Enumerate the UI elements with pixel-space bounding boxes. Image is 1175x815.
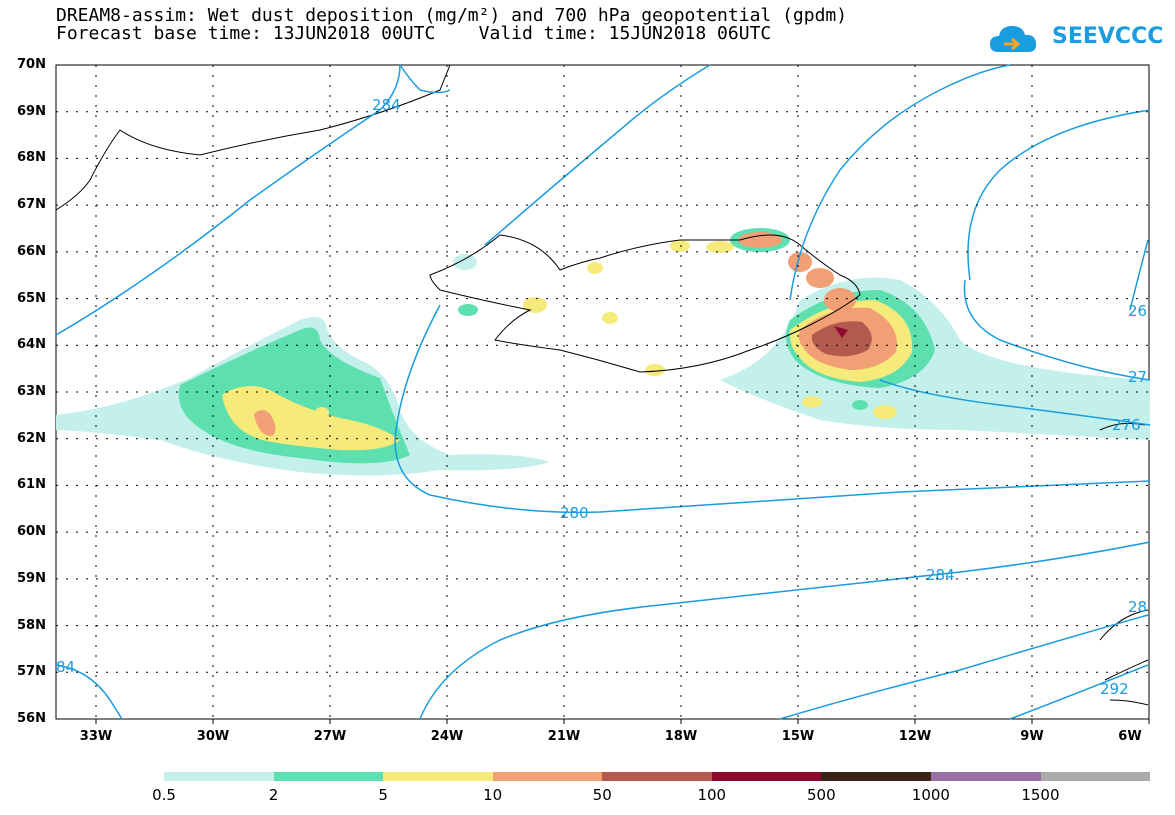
contour-label-27: 27 <box>1128 368 1147 386</box>
lon-label: 27W <box>313 729 347 744</box>
lat-label: 67N <box>17 197 46 213</box>
lat-label: 60N <box>17 524 46 540</box>
colorbar-swatch <box>1040 772 1151 781</box>
contour-label-276: 276 <box>1112 416 1141 434</box>
colorbar <box>164 772 1151 781</box>
lat-label: 68N <box>17 150 46 166</box>
seevccc-logo <box>990 26 1037 52</box>
lon-label: 15W <box>781 729 815 744</box>
colorbar-label: 1500 <box>1021 786 1060 804</box>
colorbar-label: 0.5 <box>152 786 176 804</box>
lon-label: 21W <box>547 729 581 744</box>
lat-label: 57N <box>17 664 46 680</box>
colorbar-swatch <box>383 772 493 781</box>
contour-labels: 284 280 284 26 27 276 28 292 84 <box>56 96 1147 698</box>
colorbar-label: 50 <box>592 786 612 804</box>
lon-label: 6W <box>1118 729 1142 744</box>
lon-label: 30W <box>196 729 230 744</box>
colorbar-label: 500 <box>807 786 836 804</box>
colorbar-swatch <box>821 772 931 781</box>
cloud-icon <box>990 26 1037 52</box>
lon-label: 12W <box>898 729 932 744</box>
contour-label-280: 280 <box>560 504 589 522</box>
coastline <box>55 64 1149 706</box>
lat-label: 64N <box>17 337 46 353</box>
map-plot: 284 280 284 26 27 276 28 292 84 <box>55 64 1151 724</box>
contour-label-84: 84 <box>56 658 75 676</box>
colorbar-label: 1000 <box>911 786 950 804</box>
dust-field <box>56 228 1150 476</box>
contour-label-284-north: 284 <box>372 96 401 114</box>
graticule <box>56 65 1150 724</box>
lat-label: 56N <box>17 711 46 726</box>
lat-label: 66N <box>17 243 46 259</box>
lon-label: 9W <box>1020 729 1044 744</box>
colorbar-swatch <box>930 772 1041 781</box>
lat-label: 63N <box>17 384 46 399</box>
lat-label: 69N <box>17 103 46 119</box>
lat-label: 61N <box>17 477 46 493</box>
lat-label: 70N <box>17 57 46 72</box>
contour-label-28: 28 <box>1128 598 1147 616</box>
lon-label: 33W <box>79 729 113 744</box>
lat-label: 59N <box>17 570 46 586</box>
colorbar-swatch <box>164 772 274 781</box>
colorbar-swatch <box>602 772 712 781</box>
logo-text: SEEVCCC <box>1052 24 1164 49</box>
colorbar-label: 2 <box>268 786 279 804</box>
colorbar-label: 5 <box>378 786 388 804</box>
lon-label: 18W <box>664 729 698 744</box>
colorbar-label: 100 <box>697 786 727 804</box>
colorbar-swatch <box>492 772 603 781</box>
lon-label: 24W <box>430 729 464 744</box>
colorbar-label: 10 <box>483 786 503 804</box>
colorbar-swatch <box>711 772 822 781</box>
contour-label-292: 292 <box>1100 680 1129 698</box>
colorbar-swatch <box>273 772 384 781</box>
map-title: DREAM8-assim: Wet dust deposition (mg/m²… <box>56 5 848 26</box>
geopotential-contours <box>55 64 1151 720</box>
lat-label: 62N <box>17 430 46 446</box>
map-subtitle: Forecast base time: 13JUN2018 00UTC Vali… <box>56 23 772 44</box>
lat-label: 65N <box>17 290 46 306</box>
lat-label: 58N <box>17 617 46 633</box>
contour-label-284: 284 <box>926 566 955 584</box>
contour-label-26: 26 <box>1128 302 1147 320</box>
